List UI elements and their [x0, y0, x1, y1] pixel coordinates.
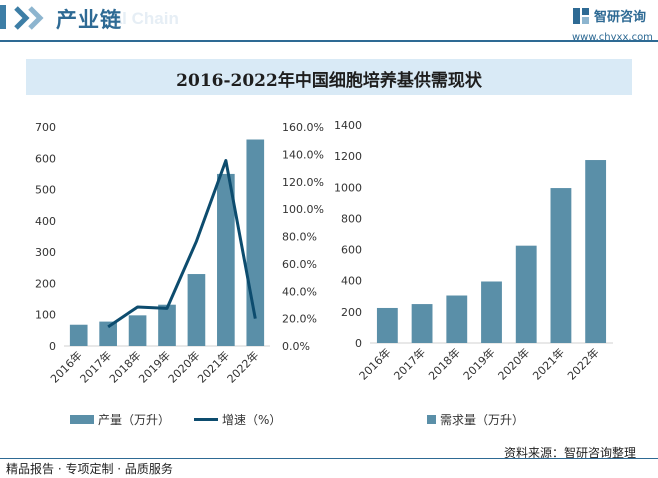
footer-slogan: 精品报告 · 专项定制 · 品质服务: [6, 462, 173, 476]
y-tick-label: 0: [49, 340, 56, 353]
header-ghost-text: ial Chain: [108, 9, 179, 28]
y-tick-label: 0: [355, 337, 362, 350]
y-tick-label: 1200: [334, 150, 362, 163]
x-tick-label: 2020年: [495, 345, 532, 382]
y-tick-label: 200: [341, 306, 362, 319]
y2-tick-label: 80.0%: [282, 231, 317, 244]
header-bar: ial Chain 产业链 智研咨询 www.chyxx.com: [0, 0, 658, 43]
y2-tick-label: 100.0%: [282, 203, 324, 216]
legend-demand-label: 需求量（万升）: [440, 413, 525, 427]
footer-divider: [0, 458, 658, 459]
y-tick-label: 400: [341, 275, 362, 288]
y2-tick-label: 140.0%: [282, 148, 324, 161]
x-tick-label: 2018年: [106, 348, 143, 385]
bar: [411, 304, 433, 343]
brand-url[interactable]: www.chyxx.com: [572, 32, 653, 43]
y2-tick-label: 0.0%: [282, 340, 310, 353]
x-tick-label: 2021年: [530, 345, 567, 382]
legend-growth-label: 增速（%）: [222, 413, 282, 427]
x-tick-label: 2017年: [77, 348, 114, 385]
y2-tick-label: 120.0%: [282, 176, 324, 189]
y-tick-label: 400: [35, 215, 56, 228]
growth-line: [107, 159, 257, 329]
bar: [69, 324, 88, 346]
x-tick-label: 2016年: [47, 348, 84, 385]
y2-tick-label: 40.0%: [282, 285, 317, 298]
x-tick-label: 2019年: [136, 348, 173, 385]
y-tick-label: 200: [35, 277, 56, 290]
x-tick-label: 2017年: [391, 345, 428, 382]
x-tick-label: 2019年: [460, 345, 497, 382]
bar: [446, 295, 468, 343]
y-tick-label: 1000: [334, 181, 362, 194]
y-tick-label: 100: [35, 309, 56, 322]
bar: [585, 160, 607, 343]
y-tick-label: 600: [35, 152, 56, 165]
bar: [187, 274, 206, 346]
x-tick-label: 2018年: [425, 345, 462, 382]
y-tick-label: 600: [341, 244, 362, 257]
x-tick-label: 2020年: [165, 348, 202, 385]
y-tick-label: 500: [35, 184, 56, 197]
brand-name: 智研咨询: [594, 10, 647, 25]
bar: [158, 304, 176, 346]
legend-line-swatch: [194, 418, 218, 421]
x-tick-label: 2016年: [356, 345, 393, 382]
legend-demand: 需求量（万升）: [427, 411, 524, 428]
legend-growth: 增速（%）: [194, 411, 281, 428]
x-tick-label: 2022年: [224, 348, 261, 385]
header-divider: [0, 40, 658, 42]
brand-logo-icon: [573, 8, 589, 24]
header-accent-bar: [0, 5, 6, 29]
bar: [217, 173, 235, 346]
chart-title: 2016-2022年中国细胞培养基供需现状: [176, 71, 482, 91]
legend-production-label: 产量（万升）: [98, 413, 171, 427]
source-note: 资料来源：智研咨询整理: [503, 446, 636, 460]
y-tick-label: 300: [35, 246, 56, 259]
x-tick-label: 2021年: [195, 348, 232, 385]
page-title: 产业链: [56, 8, 122, 32]
legend-demand-swatch: [427, 415, 436, 424]
bar: [481, 281, 502, 343]
y-tick-label: 800: [341, 212, 362, 225]
demand-chart: 1400 1200 1000 800 600 400 200 02016年2017年2018年…: [334, 119, 613, 383]
y-tick-label: 1400: [334, 119, 362, 132]
bar: [550, 188, 572, 343]
bar: [515, 245, 537, 343]
y2-tick-label: 60.0%: [282, 258, 317, 271]
y2-tick-label: 160.0%: [282, 121, 324, 134]
chevron-icon: [14, 6, 44, 30]
y-tick-label: 700: [35, 121, 56, 134]
x-tick-label: 2022年: [564, 345, 601, 382]
bar: [128, 315, 147, 346]
y2-tick-label: 20.0%: [282, 313, 317, 326]
supply-chart: 700 600 500 400 300 200 100 0 160.0% 140.0% 120.0%…: [35, 121, 324, 386]
bar: [376, 307, 398, 343]
legend-production: 产量（万升）: [70, 411, 170, 428]
legend-bar-swatch: [70, 415, 94, 424]
chart-title-box: 2016-2022年中国细胞培养基供需现状: [26, 59, 632, 95]
bar: [99, 321, 117, 346]
